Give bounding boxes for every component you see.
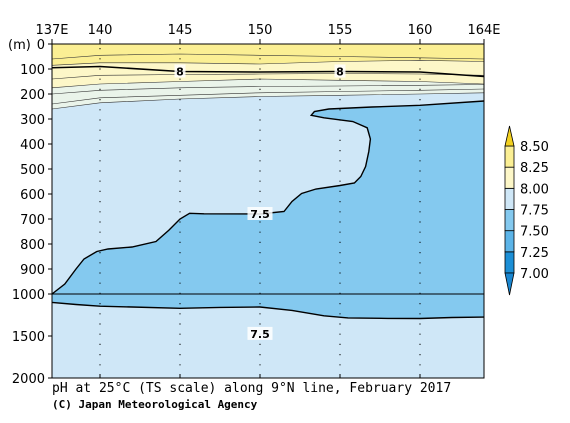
plot-area: 8 8 7.5 7.5 [51,43,485,379]
isoline-3 [51,59,485,66]
contour-8.0 [51,65,485,78]
y-tick-label: 800 [20,238,45,253]
y-tick-label: 500 [20,163,45,178]
band-7.25-7.50-lower [52,294,484,319]
y-tick-label: 200 [20,88,45,103]
contour-label-bg [174,64,186,78]
y-tick-label: 700 [20,213,45,228]
band-7.25-7.50-upper [52,101,484,294]
y-tick-label: 0 [37,38,45,53]
isoline-4 [51,53,485,60]
contour-label-bg [247,207,273,220]
y-tick-label: 900 [20,263,45,278]
contour-label: 8 [336,66,344,79]
y-tick-label: 400 [20,138,45,153]
credit-text: (C) Japan Meteorological Agency [52,398,258,411]
colorbar-segment [504,251,515,274]
contour-label-bg [334,64,346,78]
y-tick-label: 1000 [12,288,45,303]
x-tick-label: 150 [248,23,273,38]
colorbar-label: 8.25 [520,161,549,176]
y-tick-label: 600 [20,188,45,203]
y-tick-label: 300 [20,113,45,128]
x-tick-label: 160 [408,23,433,38]
y-tick-label: 1500 [12,330,45,345]
colorbar-segment [504,166,515,189]
colorbar-label: 7.25 [520,246,549,261]
isoline-0 [51,88,485,105]
colorbar-label: 7.00 [520,267,549,282]
y-tick-label: 100 [20,63,45,78]
band-8.25-8.50 [52,44,484,66]
contour-label-bg [247,326,273,340]
x-tick-label: 155 [328,23,353,38]
isoline-5 [51,73,485,80]
isoline-1 [51,84,485,95]
y-tick-label: 2000 [12,372,45,387]
contour-label: 8 [176,66,184,79]
contour-7.5-upper [51,100,485,295]
x-tick-label: 164E [467,23,500,38]
y-unit-label: (m) [8,38,31,53]
x-axis: 137E 140 145 150 155 160 164E [35,23,501,378]
plot-frame [51,43,485,379]
colorbar-max-arrow [504,125,515,147]
chart-title: pH at 25°C (TS scale) along 9°N line, Fe… [52,381,452,396]
contour-7.5-lower [51,301,485,320]
colorbar-segment [504,145,515,168]
x-tick-label: 140 [88,23,113,38]
isoline-6 [51,92,485,110]
colorbar-label: 7.75 [520,204,549,219]
contour-label: 7.5 [250,328,270,341]
x-tick-label: 145 [168,23,193,38]
colorbar-label: 7.50 [520,225,549,240]
colorbar: 7.00 7.25 7.50 7.75 8.00 8.25 8.50 [504,125,549,296]
colorbar-label: 8.50 [520,140,549,155]
colorbar-min-arrow [504,272,515,296]
y-axis: (m) 0 100 200 300 400 500 600 700 800 900 1000 1500 2… [8,38,52,387]
colorbar-segment [504,209,515,232]
colorbar-label: 8.00 [520,182,549,197]
x-tick-label: 137E [35,23,68,38]
contour-label: 7.5 [250,208,270,221]
colorbar-segment [504,230,515,253]
colorbar-segment [504,187,515,210]
